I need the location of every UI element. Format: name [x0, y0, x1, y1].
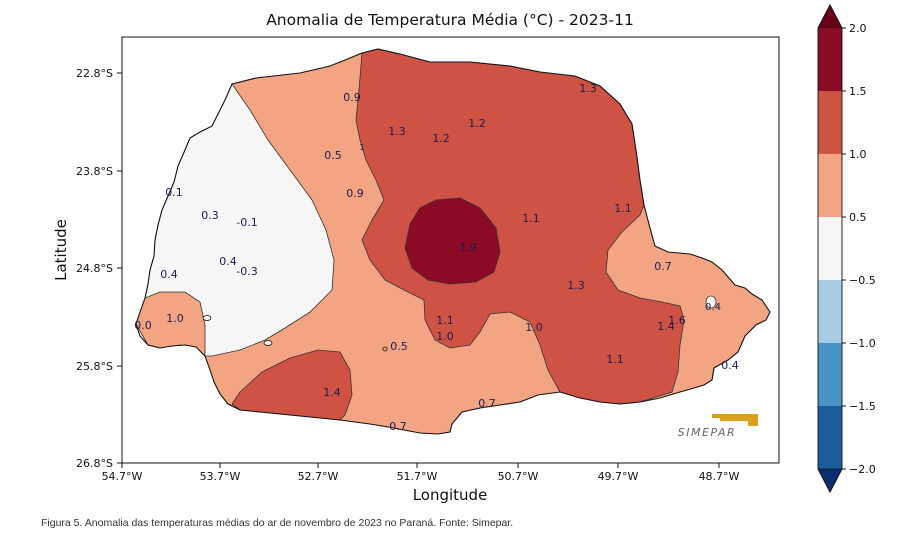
colorbar-extend-high	[817, 4, 843, 29]
colorbar-tick-label: −0.5	[849, 274, 876, 287]
x-tick-label: 53.7°W	[200, 470, 241, 483]
y-tick-label: 23.8°S	[76, 165, 113, 178]
band-neutral-dot	[705, 295, 717, 309]
x-tick-label: 50.7°W	[498, 470, 539, 483]
contour-label: 0.5	[390, 340, 408, 353]
contour-label: 1.2	[468, 117, 486, 130]
simepar-logo-text: SIMEPAR	[678, 426, 736, 439]
island-3	[382, 346, 388, 352]
x-tick-label: 51.7°W	[397, 470, 438, 483]
contour-label: 0.3	[201, 209, 219, 222]
colorbar-band-1.0-1.5	[818, 91, 842, 154]
contour-label: 0.9	[343, 91, 361, 104]
colorbar-tick-label: 1.0	[849, 148, 867, 161]
map-title: Anomalia de Temperatura Média (°C) - 202…	[266, 11, 634, 29]
contour-label: 1.3	[567, 279, 585, 292]
colorbar-band-neutral	[818, 217, 842, 280]
colorbar-band-1.5-2.0	[818, 28, 842, 91]
contour-label: 0.9	[346, 187, 364, 200]
contour-label: 0.7	[478, 397, 496, 410]
contour-label: 0.0	[134, 319, 152, 332]
temperature-anomaly-map: Anomalia de Temperatura Média (°C) - 202…	[52, 4, 876, 504]
contour-label: -0.3	[236, 265, 257, 278]
contour-label: 1.9	[459, 241, 477, 254]
x-axis: 54.7°W 53.7°W 52.7°W 51.7°W 50.7°W 49.7°…	[102, 463, 740, 504]
contour-label: 0.7	[389, 420, 407, 433]
x-tick-label: 54.7°W	[102, 470, 143, 483]
y-tick-label: 26.8°S	[76, 457, 113, 470]
contour-label: 0.4	[219, 255, 237, 268]
colorbar-tick-label: −1.5	[849, 400, 876, 413]
plot-frame	[121, 36, 780, 464]
island-2	[263, 340, 273, 346]
x-axis-label: Longitude	[413, 486, 488, 504]
x-tick-label: 49.7°W	[598, 470, 639, 483]
colorbar-tick-label: 1.5	[849, 85, 867, 98]
simepar-logo: SIMEPAR	[678, 414, 758, 439]
contour-label: 1.1	[436, 314, 454, 327]
colorbar-tick-label: 0.5	[849, 211, 867, 224]
contour-label: 1.1	[606, 353, 624, 366]
contour-label: 1.3	[579, 82, 597, 95]
contour-label: 0.1	[165, 186, 183, 199]
contour-label: 1.2	[432, 132, 450, 145]
contour-label: 1.4	[323, 386, 341, 399]
contour-label: 0.4	[160, 268, 178, 281]
contour-label: 0.4	[721, 359, 739, 372]
contour-label: 0.5	[324, 149, 342, 162]
contour-label: 1.0	[166, 312, 184, 325]
state-boundary	[135, 48, 771, 435]
island-1	[202, 315, 212, 321]
colorbar-extend-low	[817, 468, 843, 493]
contour-label: 1.1	[522, 212, 540, 225]
colorbar-band-n1.0-n0.5	[818, 280, 842, 343]
y-tick-label: 22.8°S	[76, 67, 113, 80]
contour-label: -0.1	[236, 216, 257, 229]
colorbar-band-n2.0-n1.5	[818, 406, 842, 469]
colorbar-band-n1.5-n1.0	[818, 343, 842, 406]
y-axis: 22.8°S 23.8°S 24.8°S 25.8°S 26.8°S Latit…	[52, 67, 122, 470]
band-1.5-2.0	[404, 197, 501, 285]
contour-label: 1.0	[525, 321, 543, 334]
colorbar-band-0.5-1.0	[818, 154, 842, 217]
contour-label: 0.7	[654, 260, 672, 273]
x-tick-label: 48.7°W	[699, 470, 740, 483]
y-tick-label: 24.8°S	[76, 262, 113, 275]
contour-label: 1.6	[668, 314, 686, 327]
colorbar-tick-label: −2.0	[849, 463, 876, 476]
colorbar-tick-label: −1.0	[849, 337, 876, 350]
colorbar: 2.0 1.5 1.0 0.5 −0.5 −1.0 −1.5 −2.0	[817, 4, 876, 493]
contour-label: 1.1	[614, 202, 632, 215]
y-tick-label: 25.8°S	[76, 360, 113, 373]
contour-label: 1.4	[657, 320, 675, 333]
x-tick-label: 52.7°W	[298, 470, 339, 483]
colorbar-tick-label: 2.0	[849, 22, 867, 35]
contour-label: 1.0	[436, 330, 454, 343]
contour-label: 1	[359, 143, 364, 152]
contour-label: 1.3	[388, 125, 406, 138]
y-axis-label: Latitude	[52, 219, 70, 281]
contour-label: 0.4	[705, 302, 721, 313]
figure-caption: Figura 5. Anomalia das temperaturas médi…	[41, 517, 514, 529]
contour-labels: 1.3 0.9 1.3 1.2 1.2 0.5 0.9 0.1 0.3 -0.1…	[134, 82, 739, 433]
